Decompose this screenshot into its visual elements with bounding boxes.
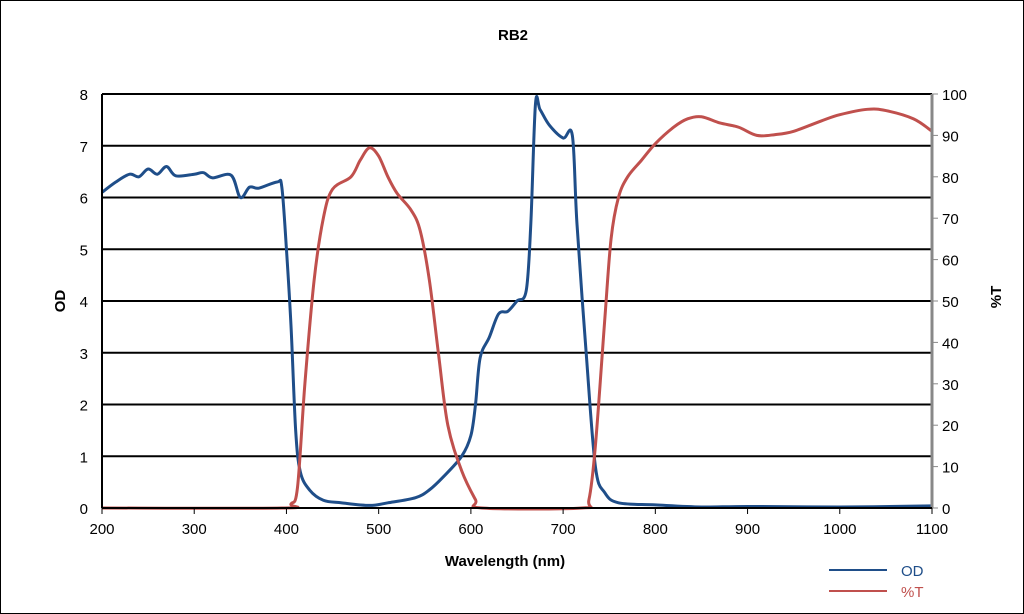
y2-tick-label: 90 (942, 128, 959, 145)
y2-tick-label: 60 (942, 253, 959, 270)
y2-tick-label: 70 (942, 211, 959, 228)
x-tick-label: 500 (366, 521, 391, 538)
x-tick-label: 700 (551, 521, 576, 538)
legend: OD %T (829, 563, 924, 601)
y2-tick-label: 100 (942, 87, 967, 104)
x-tick-label: 900 (735, 521, 760, 538)
x-tick-label: 1000 (823, 521, 856, 538)
x-axis-label: Wavelength (nm) (445, 553, 565, 570)
chart-title: RB2 (498, 27, 528, 44)
y-axis-label: OD (52, 290, 69, 313)
x-tick-label: 800 (643, 521, 668, 538)
legend-t-label: %T (901, 584, 924, 601)
y2-tick-label: 20 (942, 418, 959, 435)
x-tick-label: 400 (274, 521, 299, 538)
series-line-transmission (101, 107, 933, 511)
y-tick-label: 0 (80, 501, 88, 518)
y2-tick-label: 40 (942, 335, 959, 352)
y-tick-label: 7 (80, 139, 88, 156)
y-tick-label: 8 (80, 87, 88, 104)
legend-od-label: OD (901, 563, 924, 580)
y-tick-label: 5 (80, 242, 88, 259)
y2-tick-label: 50 (942, 294, 959, 311)
y-tick-label: 3 (80, 346, 88, 363)
y2-tick-label: 80 (942, 170, 959, 187)
y-tick-label: 1 (80, 449, 88, 466)
y2-tick-label: 0 (942, 501, 950, 518)
y-tick-label: 6 (80, 191, 88, 208)
y2-tick-label: 10 (942, 460, 959, 477)
x-tick-label: 600 (458, 521, 483, 538)
y2-tick-label: 30 (942, 377, 959, 394)
y2-axis-label: %T (988, 286, 1005, 309)
x-tick-label: 200 (89, 521, 114, 538)
y-tick-label: 2 (80, 398, 88, 415)
series-lines (101, 95, 933, 511)
x-tick-label: 300 (182, 521, 207, 538)
series-line-od (101, 95, 933, 509)
x-tick-label: 1100 (916, 521, 948, 538)
y-tick-label: 4 (80, 294, 88, 311)
